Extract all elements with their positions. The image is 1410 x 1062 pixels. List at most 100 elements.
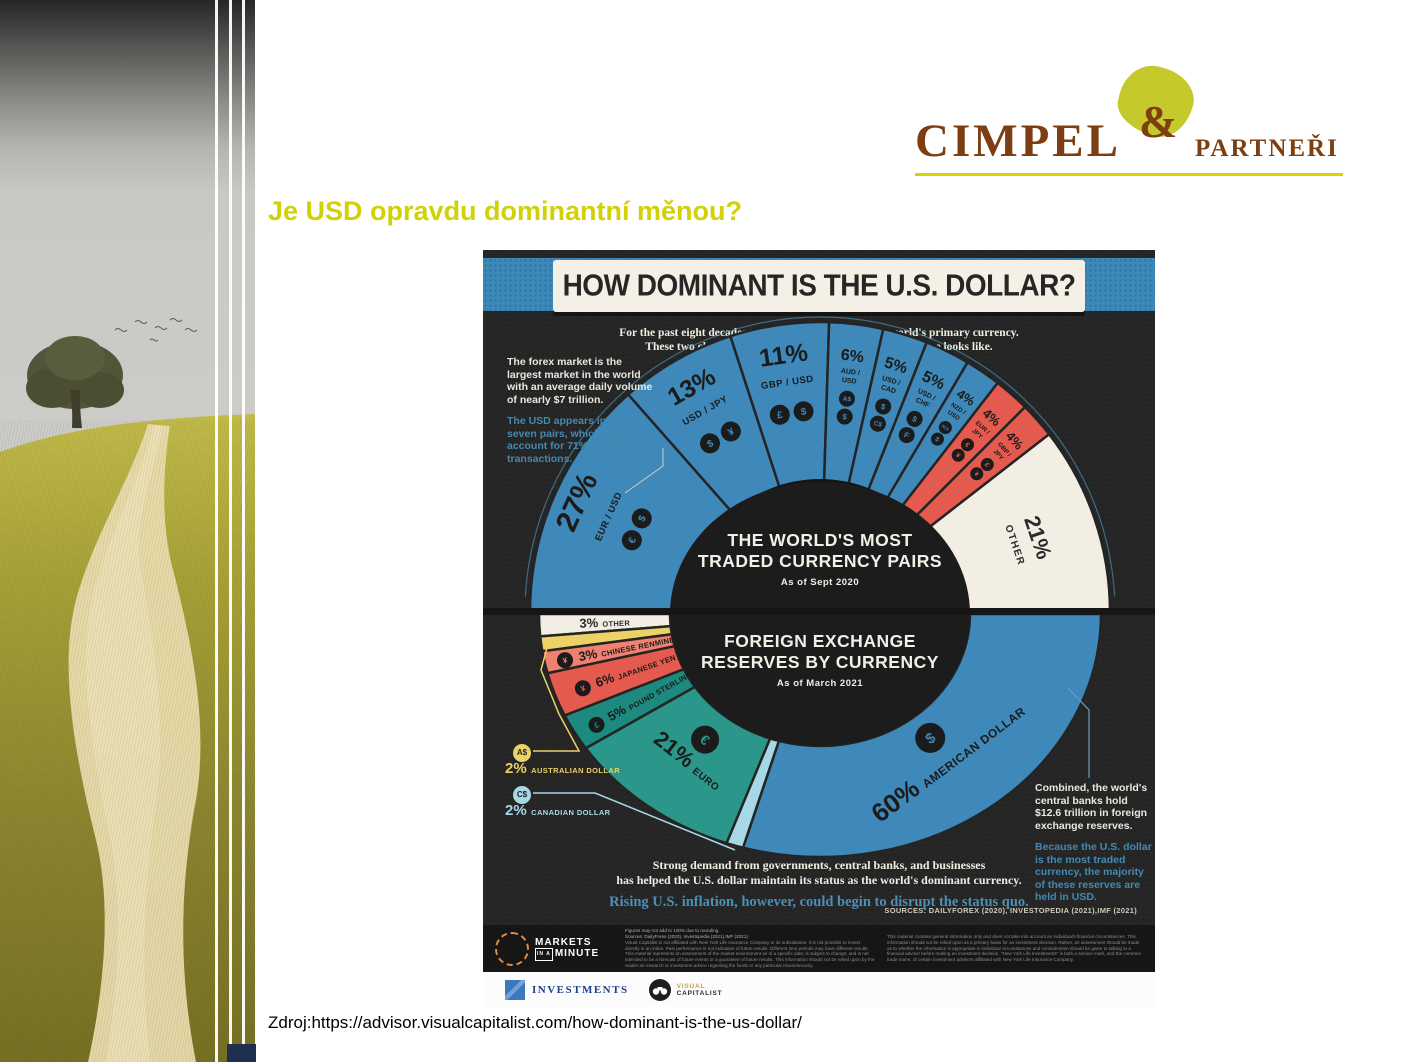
- forex-note-white: The forex market is the largest market i…: [507, 356, 653, 406]
- svg-text:¥: ¥: [579, 683, 587, 693]
- reserve-band-label: $60%AMERICAN DOLLAR: [865, 694, 1030, 829]
- nyl-label: INVESTMENTS: [532, 983, 629, 996]
- svg-text:AUD /: AUD /: [840, 368, 860, 377]
- pair-wedge-label: 5%USD /CAD $ C$: [869, 354, 909, 432]
- svg-text:$: $: [637, 514, 649, 524]
- source-url[interactable]: Zdroj:https://advisor.visualcapitalist.c…: [268, 1013, 802, 1032]
- outro-blue: Rising U.S. inflation, however, could be…: [609, 894, 1029, 910]
- cad-label: CANADIAN DOLLAR: [531, 808, 611, 817]
- svg-text:4%: 4%: [954, 386, 978, 409]
- svg-text:¥: ¥: [972, 471, 980, 479]
- cad-callout-label: 2% CANADIAN DOLLAR: [505, 802, 610, 820]
- infographic-footer: MARKETS IN A MINUTE Figures may not add t…: [483, 925, 1155, 972]
- logo-ampersand-blob: &: [1111, 59, 1201, 165]
- forex-note-blue: The USD appears in the top seven pairs, …: [507, 415, 648, 465]
- reserve-band: [538, 624, 674, 653]
- reserve-band: [724, 736, 781, 850]
- cad-coin-icon: C$: [513, 785, 531, 804]
- fineprint-right: This material contains general informati…: [887, 934, 1143, 963]
- page-title: Je USD opravdu dominantní měnou?: [268, 196, 743, 226]
- intro-line: For the past eight decades, the U.S. dol…: [619, 327, 1019, 339]
- svg-text:$: $: [705, 438, 716, 451]
- divider-line: [242, 0, 245, 1062]
- svg-text:OTHER: OTHER: [1002, 524, 1026, 568]
- pair-wedge-label: 4%EUR /JPY€¥: [951, 406, 1004, 462]
- markets-in-a-minute-text: MARKETS IN A MINUTE: [535, 937, 599, 961]
- pair-wedge-label: 13%USD / JPY $ ¥: [663, 362, 741, 454]
- logo-subname: PARTNEŘI: [1195, 135, 1339, 162]
- binoculars-icon: [648, 978, 671, 1001]
- pair-wedge-label: 21%OTHER: [1002, 512, 1057, 568]
- reserve-band-label: £5%POUND STERLING: [588, 665, 695, 733]
- svg-text:€: €: [627, 535, 639, 545]
- reserve-band-label: 3% OTHER: [579, 613, 630, 631]
- company-logo: CIMPEL & PARTNEŘI: [915, 59, 1343, 176]
- svg-text:USD /: USD /: [916, 388, 936, 403]
- reserve-band-label: €21%EURO: [649, 725, 728, 795]
- svg-text:GBP /: GBP /: [996, 441, 1013, 458]
- svg-text:THE WORLD'S MOST: THE WORLD'S MOST: [727, 530, 912, 550]
- intro-text: For the past eight decades, the U.S. dol…: [483, 326, 1155, 354]
- mim-word1: MARKETS: [535, 936, 592, 948]
- sources-note: Sources: DailyForex (2020), Investopedia…: [625, 934, 748, 939]
- svg-text:60%AMERICAN DOLLAR: 60%AMERICAN DOLLAR: [865, 694, 1030, 829]
- reserve-band-label: ¥3% CHINESE RENMINBI: [556, 630, 678, 669]
- nyl-square-icon: [505, 979, 525, 1000]
- aud-label: AUSTRALIAN DOLLAR: [531, 766, 621, 775]
- aud-callout-label: 2% AUSTRALIAN DOLLAR: [505, 760, 620, 778]
- infographic-title-plaque: HOW DOMINANT IS THE U.S. DOLLAR?: [553, 260, 1085, 312]
- svg-text:5%: 5%: [882, 354, 909, 377]
- visual-capitalist-logo: VISUAL CAPITALIST: [648, 978, 723, 1001]
- divider-line: [215, 0, 218, 1062]
- svg-text:6%JAPANESE YEN: 6%JAPANESE YEN: [593, 648, 677, 690]
- infographic: HOW DOMINANT IS THE U.S. DOLLAR? For the…: [483, 250, 1155, 1007]
- svg-text:TRADED CURRENCY PAIRS: TRADED CURRENCY PAIRS: [698, 551, 942, 571]
- svg-text:CAD: CAD: [880, 384, 897, 395]
- dashed-circle-icon: [495, 931, 529, 966]
- svg-text:$: $: [880, 402, 887, 412]
- reserves-note: Combined, the world's central banks hold…: [1035, 782, 1153, 904]
- svg-text:A$: A$: [842, 396, 851, 404]
- svg-text:21%EURO: 21%EURO: [649, 726, 728, 795]
- svg-text:$: $: [934, 436, 941, 444]
- pair-wedge: [910, 405, 1051, 534]
- forex-note: The forex market is the largest market i…: [507, 356, 659, 465]
- reserve-band: [537, 612, 673, 638]
- intro-line: These two charts provide a snapshot of w…: [645, 341, 993, 353]
- pair-wedge: [866, 340, 970, 501]
- outro-line: has helped the U.S. dollar maintain its …: [616, 873, 1022, 887]
- svg-text:$: $: [842, 412, 848, 422]
- svg-text:EUR / USD: EUR / USD: [593, 491, 625, 543]
- svg-text:$: $: [922, 729, 939, 748]
- svg-text:13%: 13%: [663, 362, 720, 411]
- disclaimer-left: Visual Capitalist is not affiliated with…: [625, 939, 875, 968]
- svg-text:€: €: [697, 731, 713, 749]
- svg-text:€: €: [963, 442, 971, 450]
- svg-text:3%OTHER: 3% OTHER: [579, 613, 630, 630]
- aud-pct: 2%: [505, 760, 527, 777]
- pair-wedge-label: 4%GBP /JPY£¥: [970, 428, 1027, 481]
- landscape-photo: [0, 0, 255, 1062]
- pair-wedge: [884, 360, 1000, 511]
- logo-ampersand: &: [1139, 96, 1178, 147]
- svg-text:JPY: JPY: [970, 427, 984, 441]
- svg-text:EUR /: EUR /: [974, 420, 991, 436]
- svg-text:4%: 4%: [1003, 428, 1027, 452]
- publisher-logo-strip: INVESTMENTS VISUAL CAPITALIST: [483, 972, 1155, 1007]
- svg-text:5%POUND STERLING: 5%POUND STERLING: [605, 665, 695, 724]
- divider-line: [229, 0, 232, 1062]
- svg-text:3%CHINESE RENMINBI: 3% CHINESE RENMINBI: [577, 630, 678, 665]
- svg-text:27%: 27%: [550, 468, 605, 536]
- pair-wedge: [898, 381, 1027, 522]
- fineprint-left: Figures may not add to 100% due to round…: [625, 928, 875, 969]
- outro-line: Strong demand from governments, central …: [652, 858, 986, 872]
- reserves-chart: 3% OTHER¥ 3% CHINESE RENMINBI ¥ 6%JAPANESE YE…: [537, 612, 1103, 859]
- svg-text:¥: ¥: [726, 426, 737, 439]
- aud-coin-icon: A$: [513, 743, 531, 762]
- pair-wedge: [921, 432, 1112, 614]
- outro-text: Strong demand from governments, central …: [483, 858, 1155, 910]
- svg-text:C$: C$: [873, 420, 883, 429]
